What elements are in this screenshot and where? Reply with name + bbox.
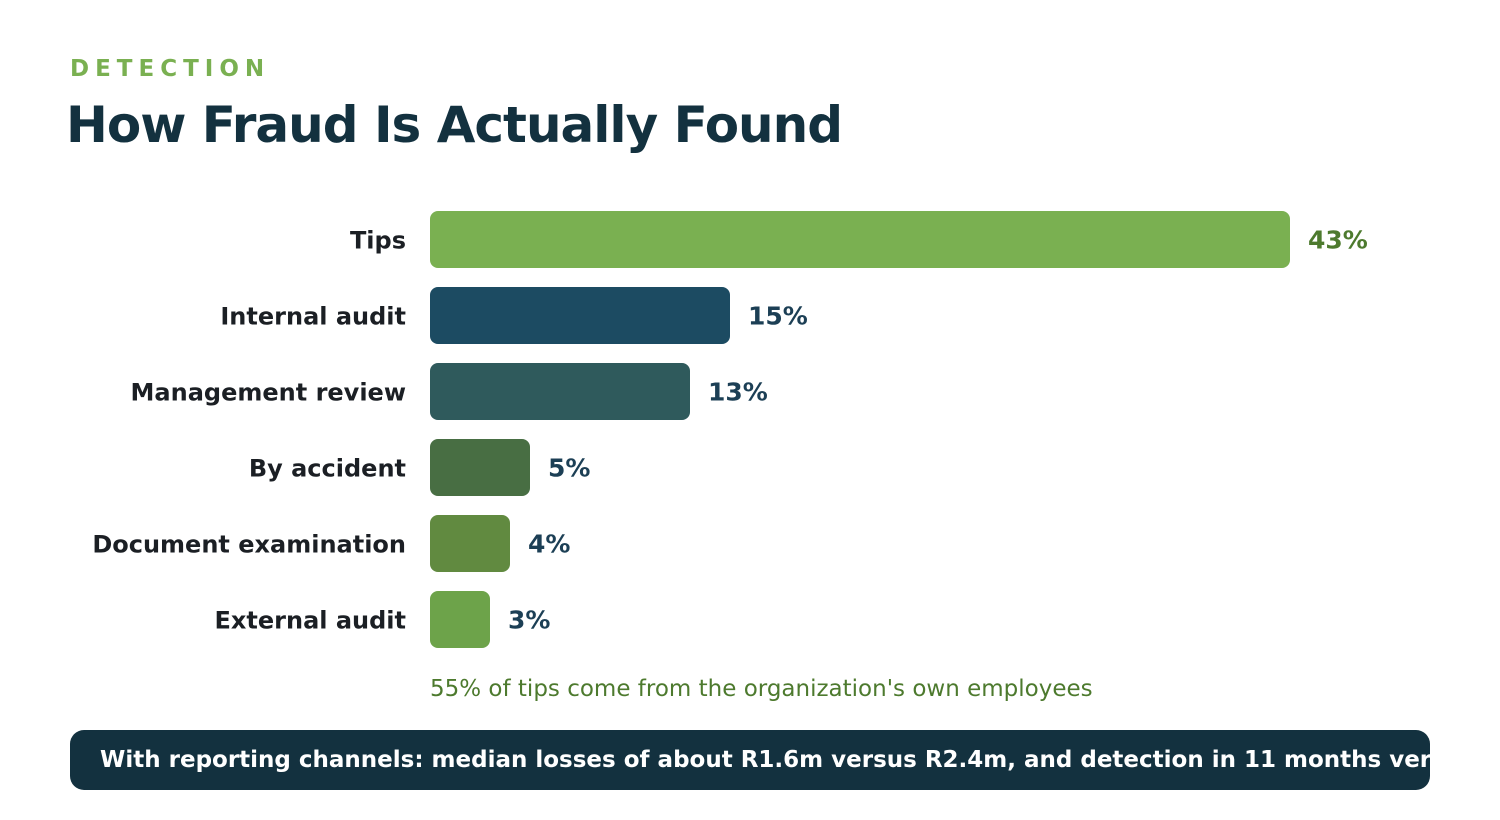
category-label-document-examination: Document examination <box>92 531 406 559</box>
category-label-tips: Tips <box>350 227 406 255</box>
category-label-external-audit: External audit <box>215 607 406 635</box>
bar-external-audit <box>430 591 490 648</box>
bar-management-review <box>430 363 690 420</box>
detection-bar-chart: Tips 43% Internal audit 15% Management revie… <box>92 211 1368 648</box>
bar-by-accident <box>430 439 530 496</box>
category-label-by-accident: By accident <box>249 455 406 483</box>
summary-banner-text: With reporting channels: median losses o… <box>100 747 1430 773</box>
bar-internal-audit <box>430 287 730 344</box>
chart-footnote: 55% of tips come from the organization's… <box>430 676 1093 702</box>
value-label-external-audit: 3% <box>508 606 550 635</box>
value-label-internal-audit: 15% <box>748 302 808 331</box>
summary-banner: With reporting channels: median losses o… <box>70 730 1430 790</box>
value-label-tips: 43% <box>1308 226 1368 255</box>
bar-tips <box>430 211 1290 268</box>
category-label-internal-audit: Internal audit <box>220 303 406 331</box>
value-label-by-accident: 5% <box>548 454 590 483</box>
bar-document-examination <box>430 515 510 572</box>
eyebrow-label: DETECTION <box>70 56 271 82</box>
value-label-management-review: 13% <box>708 378 768 407</box>
category-label-management-review: Management review <box>131 379 406 407</box>
value-label-document-examination: 4% <box>528 530 570 559</box>
page-title: How Fraud Is Actually Found <box>66 96 843 154</box>
